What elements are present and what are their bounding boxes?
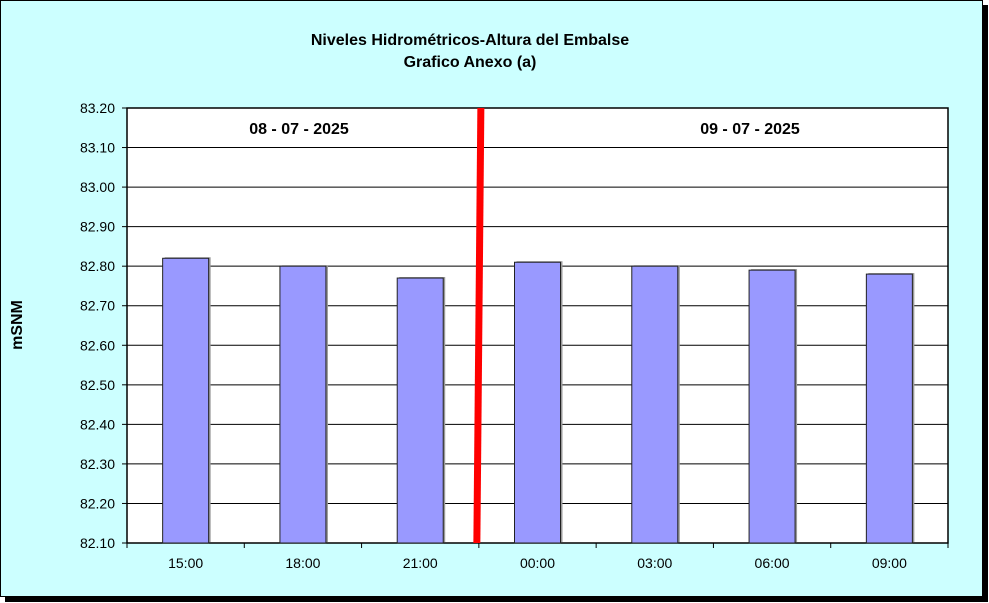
x-tick-label: 09:00 [872, 555, 907, 571]
x-tick-label: 18:00 [285, 555, 320, 571]
y-tick-label: 82.80 [80, 258, 115, 274]
y-tick-label: 83.10 [80, 140, 115, 156]
y-tick-label: 82.90 [80, 219, 115, 235]
x-tick-label: 06:00 [755, 555, 790, 571]
x-tick-label: 21:00 [403, 555, 438, 571]
date-label-1: 08 - 07 - 2025 [249, 121, 349, 138]
y-tick-label: 82.20 [80, 495, 115, 511]
bar [162, 257, 210, 544]
y-tick-label: 83.00 [80, 179, 115, 195]
bar [748, 269, 796, 544]
bar [396, 277, 444, 544]
x-tick-label: 03:00 [637, 555, 672, 571]
bar [865, 273, 913, 544]
y-tick-label: 82.30 [80, 456, 115, 472]
y-tick-label: 82.40 [80, 416, 115, 432]
date-label-2: 09 - 07 - 2025 [700, 121, 800, 138]
y-tick-label: 83.20 [80, 100, 115, 116]
bar [514, 261, 561, 544]
y-tick-label: 82.50 [80, 377, 115, 393]
chart-title: Niveles Hidrométricos-Altura del Embalse [311, 32, 629, 49]
x-tick-label: 15:00 [168, 555, 203, 571]
y-axis-label: mSNM [9, 300, 26, 350]
divider-line [473, 107, 485, 544]
x-tick-label: 00:00 [520, 555, 555, 571]
y-tick-label: 82.10 [80, 535, 115, 551]
chart-subtitle: Grafico Anexo (a) [404, 54, 537, 71]
bar [631, 265, 679, 544]
y-tick-label: 82.60 [80, 337, 115, 353]
bar [279, 265, 327, 544]
y-tick-label: 82.70 [80, 298, 115, 314]
